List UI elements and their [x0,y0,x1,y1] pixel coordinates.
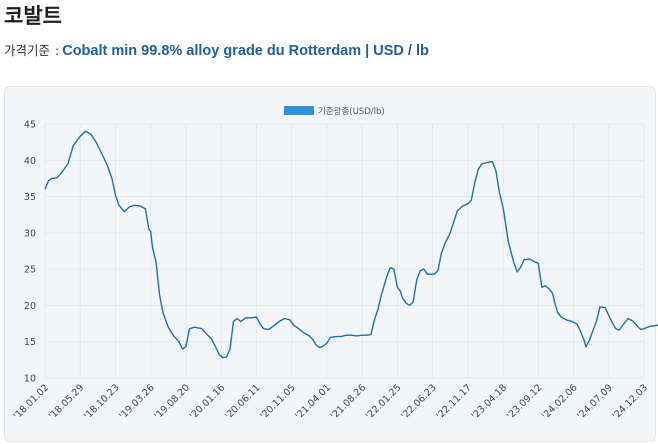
x-tick-label: '18.01.02 [12,382,52,422]
legend-swatch [284,106,314,115]
x-tick-label: '18.10.23 [82,382,122,422]
price-basis-separator: : [55,43,60,58]
x-tick-label: '20.01.16 [188,382,228,422]
price-basis-label: 가격기준 [4,43,51,58]
chart-panel [4,86,656,442]
y-tick-label: 15 [24,337,36,348]
x-tick-label: '22.06.23 [399,382,439,422]
y-tick-label: 35 [24,192,36,203]
x-tick-label: '24.02.06 [540,382,580,422]
y-tick-label: 25 [24,265,36,276]
chart-legend[interactable]: 기준광종(USD/lb) [284,106,385,117]
x-tick-label: '22.01.25 [364,382,404,422]
x-tick-label: '20.06.11 [223,382,263,422]
x-tick-label: '22.11.17 [434,382,474,422]
x-tick-label: '24.07.09 [575,382,615,422]
x-tick-label: '19.08.20 [153,382,193,422]
series-line [44,130,658,359]
legend-label: 기준광종(USD/lb) [318,106,385,117]
y-tick-label: 30 [24,228,36,239]
page-title: 코발트 [4,4,62,28]
x-tick-label: '18.05.29 [47,382,87,422]
y-tick-label: 45 [24,120,36,131]
price-basis-value: Cobalt min 99.8% alloy grade du Rotterda… [62,43,429,59]
x-tick-label: '19.03.26 [117,382,157,422]
y-axis: 10 15 20 25 30 35 40 45 [24,120,36,385]
x-tick-label: '24.12.03 [611,382,651,422]
x-tick-label: '21.04.01 [293,382,333,422]
y-tick-label: 10 [24,374,36,385]
x-tick-label: '23.04.18 [470,382,510,422]
price-basis: 가격기준 : Cobalt min 99.8% alloy grade du Ro… [4,40,429,59]
x-tick-label: '20.11.05 [258,382,298,422]
chart-grid [44,123,645,379]
series-layer [44,130,658,359]
y-tick-label: 20 [24,301,36,312]
x-tick-label: '21.08.26 [329,382,369,422]
x-axis: '18.01.02'18.05.29'18.10.23'19.03.26'19.… [12,382,651,422]
y-tick-label: 40 [24,156,36,167]
x-tick-label: '23.09.12 [505,382,545,422]
